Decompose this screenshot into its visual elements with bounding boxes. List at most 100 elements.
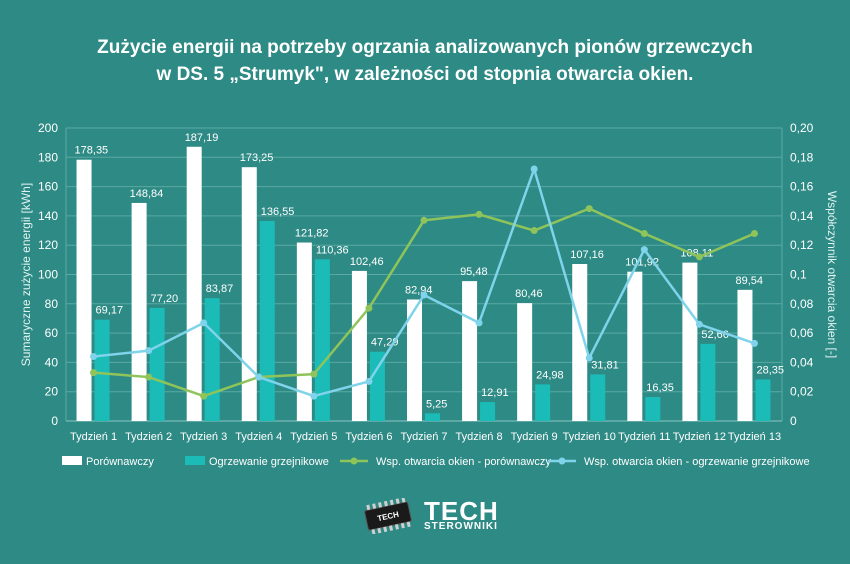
legend-marker (350, 457, 358, 465)
y2-tick-label: 0,02 (790, 385, 814, 399)
series-point (420, 216, 428, 224)
series-point (695, 320, 703, 328)
bar-grzejnikowe (314, 259, 330, 421)
legend-marker (558, 457, 566, 465)
bar-porownawczy (407, 299, 422, 421)
bar-porownawczy (296, 242, 312, 421)
data-label: 110,36 (316, 244, 349, 256)
bar-grzejnikowe (369, 351, 385, 421)
y2-tick-label: 0 (790, 414, 797, 428)
bar-porownawczy (572, 264, 588, 421)
y-tick-label: 200 (38, 121, 58, 135)
y2-tick-label: 0,20 (790, 121, 814, 135)
y-tick-label: 100 (38, 268, 58, 282)
series-point (310, 370, 318, 378)
series-point (585, 354, 593, 362)
chart-title-line-2: w DS. 5 „Strumyk", w zależności od stopn… (156, 64, 694, 85)
legend-label: Porównawczy (86, 456, 154, 468)
data-label: 12,91 (481, 387, 509, 399)
bar-porownawczy (627, 271, 643, 421)
series-point (90, 369, 98, 377)
legend-label: Ogrzewanie grzejnikowe (209, 456, 329, 468)
series-point (585, 205, 593, 213)
bar-porownawczy (131, 202, 147, 421)
y2-axis-title: Współczynnik otwarcia okien [-] (825, 191, 839, 358)
bar-grzejnikowe (204, 298, 220, 421)
series-point (475, 319, 483, 327)
bar-grzejnikowe (535, 384, 551, 421)
series-point (475, 210, 483, 218)
x-tick-label: Tydzień 8 (456, 431, 503, 443)
data-label: 83,87 (206, 283, 234, 295)
logo-brand: TECH (424, 496, 499, 526)
legend-swatch (185, 456, 205, 465)
series-point (640, 229, 648, 237)
y-tick-label: 80 (45, 297, 59, 311)
y2-tick-label: 0,18 (790, 150, 814, 164)
series-point (750, 339, 758, 347)
data-label: 31,81 (591, 359, 619, 371)
x-tick-label: Tydzień 7 (400, 431, 447, 443)
data-label: 16,35 (646, 382, 674, 394)
x-tick-label: Tydzień 10 (563, 431, 616, 443)
y2-tick-label: 0,14 (790, 209, 814, 223)
series-point (365, 304, 373, 312)
data-label: 28,35 (756, 364, 784, 376)
y-tick-label: 180 (38, 150, 58, 164)
series-point (420, 291, 428, 299)
data-label: 136,55 (261, 206, 295, 218)
bar-grzejnikowe (149, 307, 165, 421)
y-tick-label: 20 (45, 385, 59, 399)
y2-tick-label: 0,04 (790, 355, 814, 369)
bar-grzejnikowe (755, 379, 771, 421)
data-label: 82,94 (405, 284, 433, 296)
series-point (200, 319, 208, 327)
data-label: 108,11 (680, 248, 713, 260)
bar-porownawczy (517, 303, 533, 421)
series-point (695, 253, 703, 261)
y-tick-label: 160 (38, 180, 58, 194)
bar-grzejnikowe (700, 343, 716, 421)
series-point (750, 229, 758, 237)
x-tick-label: Tydzień 2 (125, 431, 172, 443)
chip-icon: TECH (364, 498, 412, 534)
y-tick-label: 40 (45, 355, 59, 369)
y-tick-label: 120 (38, 238, 58, 252)
legend-label: Wsp. otwarcia okien - porównawczy (376, 456, 551, 468)
bar-porownawczy (241, 167, 257, 421)
y-tick-label: 0 (51, 414, 58, 428)
bar-porownawczy (76, 159, 92, 421)
series-point (310, 392, 318, 400)
y-tick-label: 60 (45, 326, 59, 340)
chart-title-line-1: Zużycie energii na potrzeby ogrzania ana… (97, 37, 753, 58)
y2-tick-label: 0,06 (790, 326, 814, 340)
legend-swatch (62, 456, 82, 465)
y2-tick-label: 0,1 (790, 268, 807, 282)
data-label: 5,25 (426, 398, 447, 410)
data-label: 102,46 (350, 256, 384, 268)
y-axis-title: Sumaryczne zużycie energii [kWh] (19, 183, 33, 366)
data-label: 148,84 (130, 188, 164, 200)
bar-grzejnikowe (645, 397, 661, 421)
logo-subtitle: STEROWNIKI (424, 521, 498, 532)
data-label: 121,82 (295, 228, 329, 240)
bar-porownawczy (186, 146, 202, 421)
x-tick-label: Tydzień 11 (618, 431, 670, 443)
bar-porownawczy (737, 289, 753, 421)
y-tick-label: 140 (38, 209, 58, 223)
y2-tick-label: 0,08 (790, 297, 814, 311)
bar-grzejnikowe (425, 413, 440, 421)
data-label: 77,20 (151, 293, 179, 305)
x-tick-label: Tydzień 9 (511, 431, 558, 443)
x-tick-label: Tydzień 1 (70, 431, 117, 443)
data-label: 89,54 (735, 275, 763, 287)
y2-tick-label: 0,16 (790, 180, 814, 194)
series-point (640, 246, 648, 254)
chart-title: Zużycie energii na potrzeby ogrzania ana… (0, 34, 850, 88)
tech-logo: TECH TECH STEROWNIKI (360, 496, 510, 536)
bar-porownawczy (351, 270, 367, 421)
x-tick-label: Tydzień 12 (673, 431, 726, 443)
x-tick-label: Tydzień 13 (728, 431, 781, 443)
x-tick-label: Tydzień 4 (235, 431, 282, 443)
